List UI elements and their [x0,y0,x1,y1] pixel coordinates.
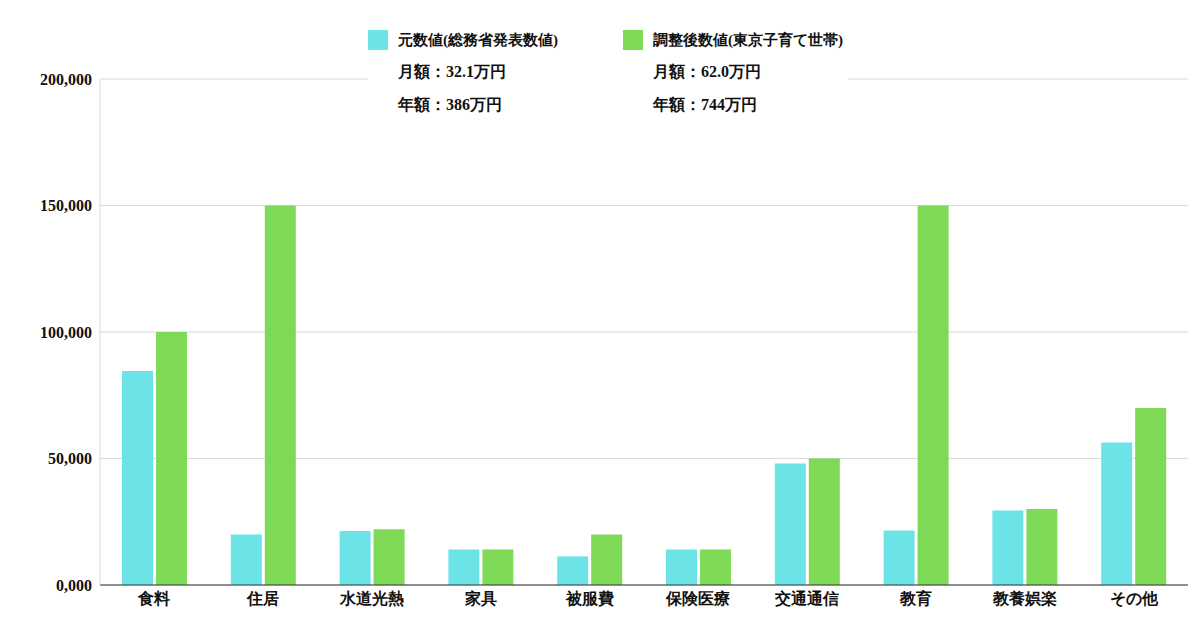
svg-text:被服費: 被服費 [565,590,614,607]
svg-text:交通通信: 交通通信 [774,589,839,607]
svg-text:その他: その他 [1110,590,1159,608]
svg-text:200,000: 200,000 [40,71,92,88]
svg-text:150,000: 150,000 [40,197,92,214]
html-text:年額：744万円: 年額：744万円 [653,96,757,113]
svg-text:水道光熱: 水道光熱 [339,590,404,608]
svg-text:家具: 家具 [464,589,497,607]
svg-text:教養娯楽: 教養娯楽 [992,590,1057,607]
svg-text:教育: 教育 [899,589,932,607]
html-text:年額：386万円: 年額：386万円 [398,96,502,113]
svg-text:0,000: 0,000 [56,577,92,594]
html-text:元数値(総務省発表数値): 元数値(総務省発表数値) [398,31,558,48]
svg-text:50,000: 50,000 [48,450,92,467]
svg-text:100,000: 100,000 [40,324,92,341]
html-text:月額：62.0万円: 月額：62.0万円 [653,63,761,80]
html-text:調整後数値(東京子育て世帯): 調整後数値(東京子育て世帯) [653,31,843,48]
svg-text:保険医療: 保険医療 [665,590,730,607]
html-text:月額：32.1万円: 月額：32.1万円 [398,63,506,80]
svg-text:住居: 住居 [246,590,279,607]
svg-text:食料: 食料 [137,590,170,607]
